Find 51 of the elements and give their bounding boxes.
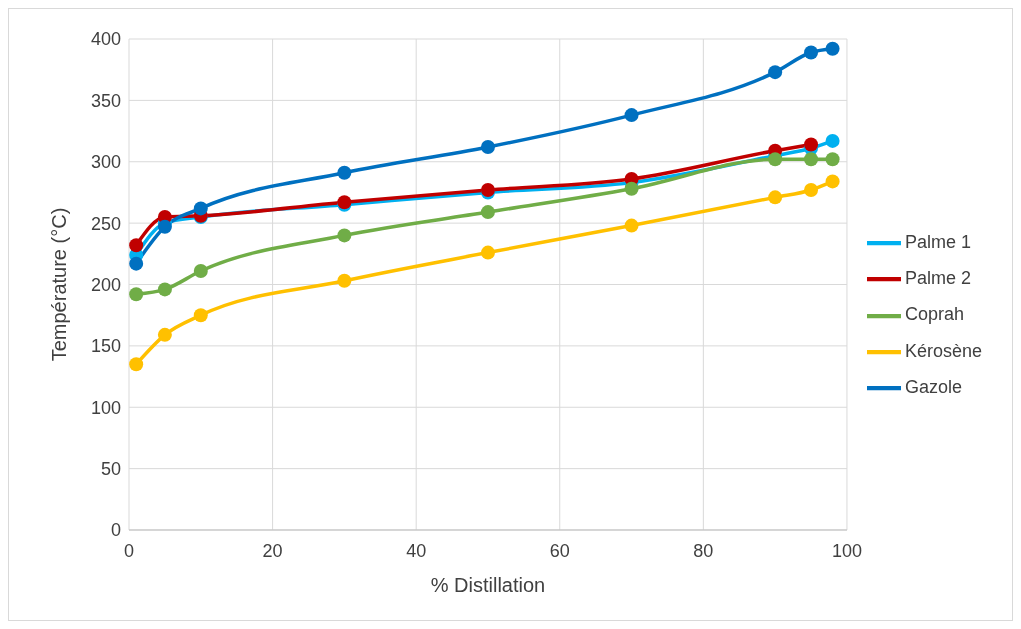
y-tick-label: 100	[90, 397, 121, 418]
legend-label: Kérosène	[904, 340, 982, 361]
point	[193, 264, 208, 278]
point	[624, 108, 639, 123]
x-tick-label: 20	[262, 540, 283, 561]
point	[804, 152, 819, 167]
point	[825, 152, 840, 167]
point	[337, 273, 352, 288]
y-tick-label: 400	[90, 29, 121, 50]
point	[768, 152, 783, 167]
y-tick-label: 0	[110, 520, 121, 541]
legend-label: Palme 2	[904, 268, 971, 289]
point	[337, 165, 352, 180]
point	[825, 133, 840, 148]
point	[768, 65, 783, 80]
point	[480, 245, 495, 260]
point	[480, 140, 495, 155]
point	[193, 201, 208, 216]
y-tick-label: 300	[90, 152, 121, 173]
x-tick-label: 60	[549, 540, 570, 561]
point	[193, 308, 208, 323]
point	[129, 238, 144, 253]
point	[825, 41, 840, 56]
x-tick-label: 40	[406, 540, 427, 561]
x-axis-title: % Distillation	[430, 574, 546, 596]
point	[157, 327, 172, 342]
x-tick-label: 0	[123, 540, 135, 561]
point	[129, 287, 144, 302]
point	[768, 190, 783, 205]
legend-label: Palme 1	[904, 231, 971, 252]
point	[804, 45, 819, 60]
y-tick-label: 150	[90, 336, 121, 357]
point	[480, 205, 495, 220]
y-tick-label: 350	[90, 90, 121, 111]
x-tick-label: 100	[831, 540, 862, 561]
point	[825, 174, 840, 189]
y-axis-title: Température (°C)	[48, 207, 71, 362]
legend-label: Gazole	[904, 376, 962, 397]
point	[157, 282, 172, 297]
point	[804, 182, 819, 197]
point	[624, 181, 639, 196]
y-tick-label: 250	[90, 213, 121, 234]
x-tick-label: 80	[693, 540, 714, 561]
legend-label: Coprah	[904, 304, 964, 325]
point	[129, 256, 144, 271]
point	[337, 228, 352, 243]
point	[804, 137, 819, 152]
point	[624, 218, 639, 233]
y-tick-label: 50	[100, 459, 121, 480]
y-tick-label: 200	[90, 274, 121, 295]
point	[129, 357, 144, 372]
